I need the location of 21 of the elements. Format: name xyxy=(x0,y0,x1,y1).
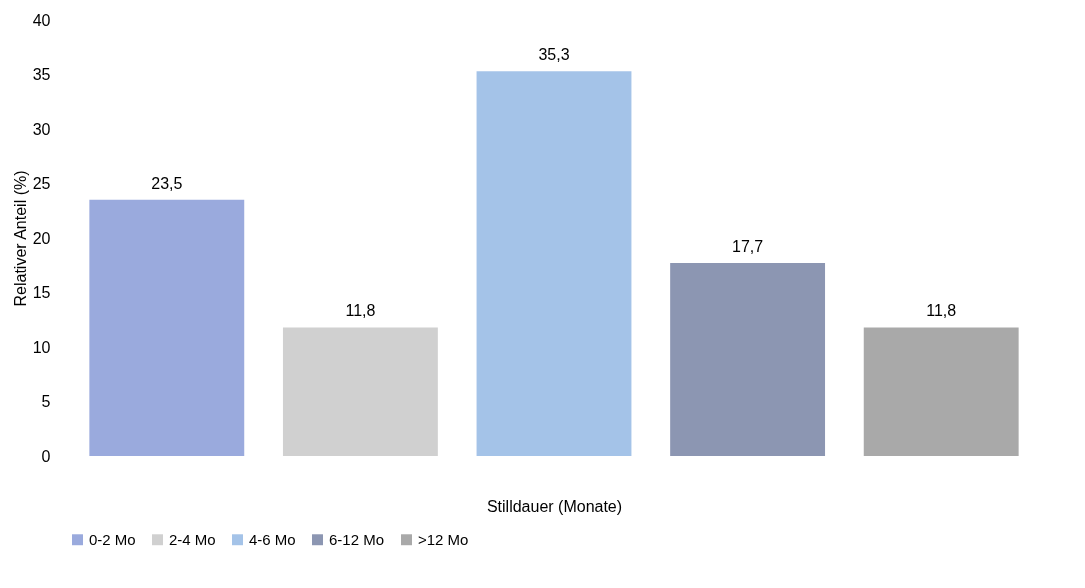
y-tick-label: 40 xyxy=(32,11,51,29)
y-tick-label: 35 xyxy=(32,66,51,83)
y-tick-label: 25 xyxy=(32,175,51,192)
y-tick-label: 20 xyxy=(32,229,51,247)
y-tick-label: 0 xyxy=(41,447,51,465)
data-label: 17,7 xyxy=(732,238,764,256)
y-tick-label: 15 xyxy=(32,284,51,301)
y-tick-label: 5 xyxy=(41,393,51,410)
legend-label: 4-6 Mo xyxy=(249,530,296,548)
data-label: 11,8 xyxy=(345,302,376,320)
y-tick-label: 30 xyxy=(32,120,51,138)
legend-label: >12 Mo xyxy=(418,530,469,548)
data-label: 35,3 xyxy=(538,46,570,64)
y-tick-label: 10 xyxy=(32,338,51,356)
x-axis-title: Stilldauer (Monate) xyxy=(486,497,623,515)
y-axis-title: Relativer Anteil (%) xyxy=(11,170,29,307)
data-label: 23,5 xyxy=(151,174,183,192)
legend-label: 6-12 Mo xyxy=(329,530,385,548)
legend-label: 0-2 Mo xyxy=(89,530,136,548)
data-label: 11,8 xyxy=(926,302,957,320)
legend-label: 2-4 Mo xyxy=(169,530,216,548)
